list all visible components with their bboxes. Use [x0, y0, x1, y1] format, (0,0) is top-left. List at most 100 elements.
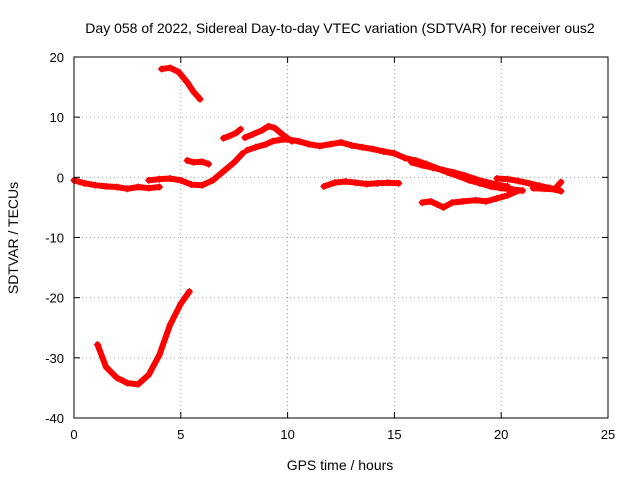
data-point [504, 175, 512, 183]
x-tick-label: 10 [280, 427, 294, 442]
data-point [177, 300, 185, 308]
data-point [262, 140, 270, 148]
x-tick-label: 15 [387, 427, 401, 442]
data-point [525, 179, 533, 187]
data-point [226, 132, 234, 140]
y-tick-label: 20 [50, 50, 64, 65]
data-point [237, 125, 245, 133]
data-point [320, 182, 328, 190]
data-point [504, 191, 512, 199]
data-point [373, 179, 381, 187]
data-point [540, 185, 548, 193]
data-point [155, 183, 163, 191]
data-point [401, 154, 409, 162]
data-point [418, 161, 426, 169]
data-point [264, 122, 272, 130]
data-point [472, 175, 480, 183]
data-point [279, 131, 287, 139]
data-point [427, 197, 435, 205]
data-point [220, 134, 228, 142]
data-point [183, 78, 191, 86]
data-point [166, 321, 174, 329]
data-point [230, 158, 238, 166]
data-point [440, 166, 448, 174]
chart-title: Day 058 of 2022, Sidereal Day-to-day VTE… [85, 20, 595, 36]
data-point [275, 136, 283, 144]
data-point [557, 187, 565, 195]
data-point [358, 143, 366, 151]
series-trace [184, 157, 212, 168]
data-point [407, 158, 415, 166]
series-trace [408, 159, 511, 190]
data-point [529, 184, 537, 192]
data-point [166, 64, 174, 72]
data-point [482, 197, 490, 205]
data-point [305, 140, 313, 148]
series-arc-9 [320, 178, 403, 190]
y-tick-label: 0 [57, 170, 64, 185]
data-point [190, 88, 198, 96]
data-point [93, 341, 101, 349]
data-point [198, 158, 206, 166]
data-point [183, 156, 191, 164]
data-point [337, 138, 345, 146]
series-arc-10 [418, 187, 522, 211]
data-point [331, 179, 339, 187]
data-point [205, 160, 213, 168]
data-point [514, 187, 522, 195]
data-point [514, 177, 522, 185]
series-trace [530, 179, 564, 193]
data-point [81, 179, 89, 187]
data-point [433, 200, 441, 208]
data-point [239, 149, 247, 157]
x-axis-label: GPS time / hours [287, 457, 394, 473]
data-point [123, 185, 131, 193]
data-point [352, 179, 360, 187]
data-point [196, 95, 204, 103]
data-point [504, 182, 512, 190]
data-point [220, 167, 228, 175]
series-arc-2 [145, 149, 247, 189]
data-point [166, 175, 174, 183]
y-tick-label: -30 [45, 351, 64, 366]
x-tick-label: 0 [70, 427, 77, 442]
data-point [190, 158, 198, 166]
data-point [209, 176, 217, 184]
data-point [440, 203, 448, 211]
data-point [145, 184, 153, 192]
series-arc-4 [183, 156, 213, 168]
data-point [363, 180, 371, 188]
data-point [384, 179, 392, 187]
data-point [243, 146, 251, 154]
data-point [461, 172, 469, 180]
data-point [288, 137, 296, 145]
data-point [450, 169, 458, 177]
series-arc-7 [241, 122, 296, 145]
x-tick-label: 5 [177, 427, 184, 442]
y-tick-label: 10 [50, 110, 64, 125]
series-arc-13 [93, 288, 193, 388]
data-point [482, 178, 490, 186]
data-point [395, 179, 403, 187]
data-point [158, 65, 166, 73]
axes: 0 5 10 15 20 25 -40 -30 -20 -10 0 10 20 [45, 50, 615, 442]
series-arc-12 [529, 178, 565, 193]
y-tick-label: -10 [45, 231, 64, 246]
series-trace [220, 126, 244, 142]
data-point [241, 134, 249, 142]
data-point [91, 181, 99, 189]
x-tick-label: 20 [494, 427, 508, 442]
data-point [326, 140, 334, 148]
series-arc-3 [158, 64, 204, 103]
data-point [557, 178, 565, 186]
data-point [185, 288, 193, 296]
data-point [380, 147, 388, 155]
data-point [175, 68, 183, 76]
data-point [102, 363, 110, 371]
series-arc-5 [220, 125, 245, 142]
data-point [249, 130, 257, 138]
series-trace [145, 150, 246, 189]
data-point [123, 379, 131, 387]
data-point [177, 176, 185, 184]
